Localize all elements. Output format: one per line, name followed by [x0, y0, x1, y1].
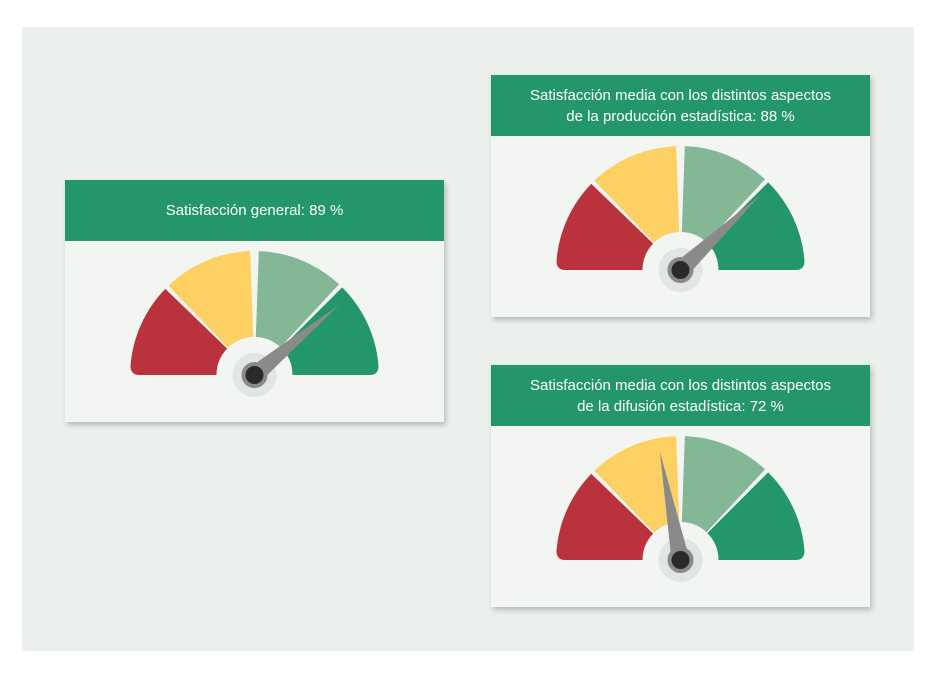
gauge-band-red	[130, 288, 228, 375]
gauge-hub	[667, 547, 694, 573]
card-title-line: Satisfacción general: 89 %	[165, 202, 344, 219]
gauge-band-green	[707, 182, 805, 270]
gauge-band-light-green	[681, 146, 766, 243]
card-dissemination-satisfaction: Satisfacción media con los distintos asp…	[491, 365, 870, 607]
gauge-band-yellow	[594, 146, 680, 243]
card-title-line-2: de la producción estadística: 88 %	[566, 107, 795, 125]
card-header: Satisfacción media con los distintos asp…	[491, 75, 870, 136]
gauge-needle	[674, 194, 761, 277]
gauge-band-red	[556, 183, 654, 270]
card-general-satisfaction: Satisfacción general: 89 %	[65, 180, 444, 422]
gauge-hub	[667, 257, 694, 283]
gauge-hub	[241, 362, 268, 388]
gauge-band-light-green	[255, 251, 340, 348]
gauge-needle	[248, 304, 340, 382]
gauge-band-green	[707, 472, 805, 560]
gauge-needle	[659, 451, 690, 562]
gauge-band-green	[281, 287, 379, 375]
card-production-satisfaction: Satisfacción media con los distintos asp…	[491, 75, 870, 317]
gauge-chart-production	[556, 146, 805, 292]
card-title-line-1: Satisfacción media con los distintos asp…	[530, 86, 831, 104]
gauge-band-light-green	[681, 436, 766, 533]
gauge-band-yellow	[594, 436, 680, 533]
card-header: Satisfacción general: 89 %	[65, 180, 444, 241]
card-title-line-1: Satisfacción media con los distintos asp…	[530, 376, 831, 394]
gauge-chart-general	[130, 251, 379, 397]
gauge-band-yellow	[168, 251, 254, 348]
gauge-band-red	[556, 473, 654, 560]
gauge-chart-dissemination	[556, 436, 805, 582]
card-title-line-2: de la difusión estadística: 72 %	[577, 397, 784, 415]
card-header: Satisfacción media con los distintos asp…	[491, 365, 870, 426]
